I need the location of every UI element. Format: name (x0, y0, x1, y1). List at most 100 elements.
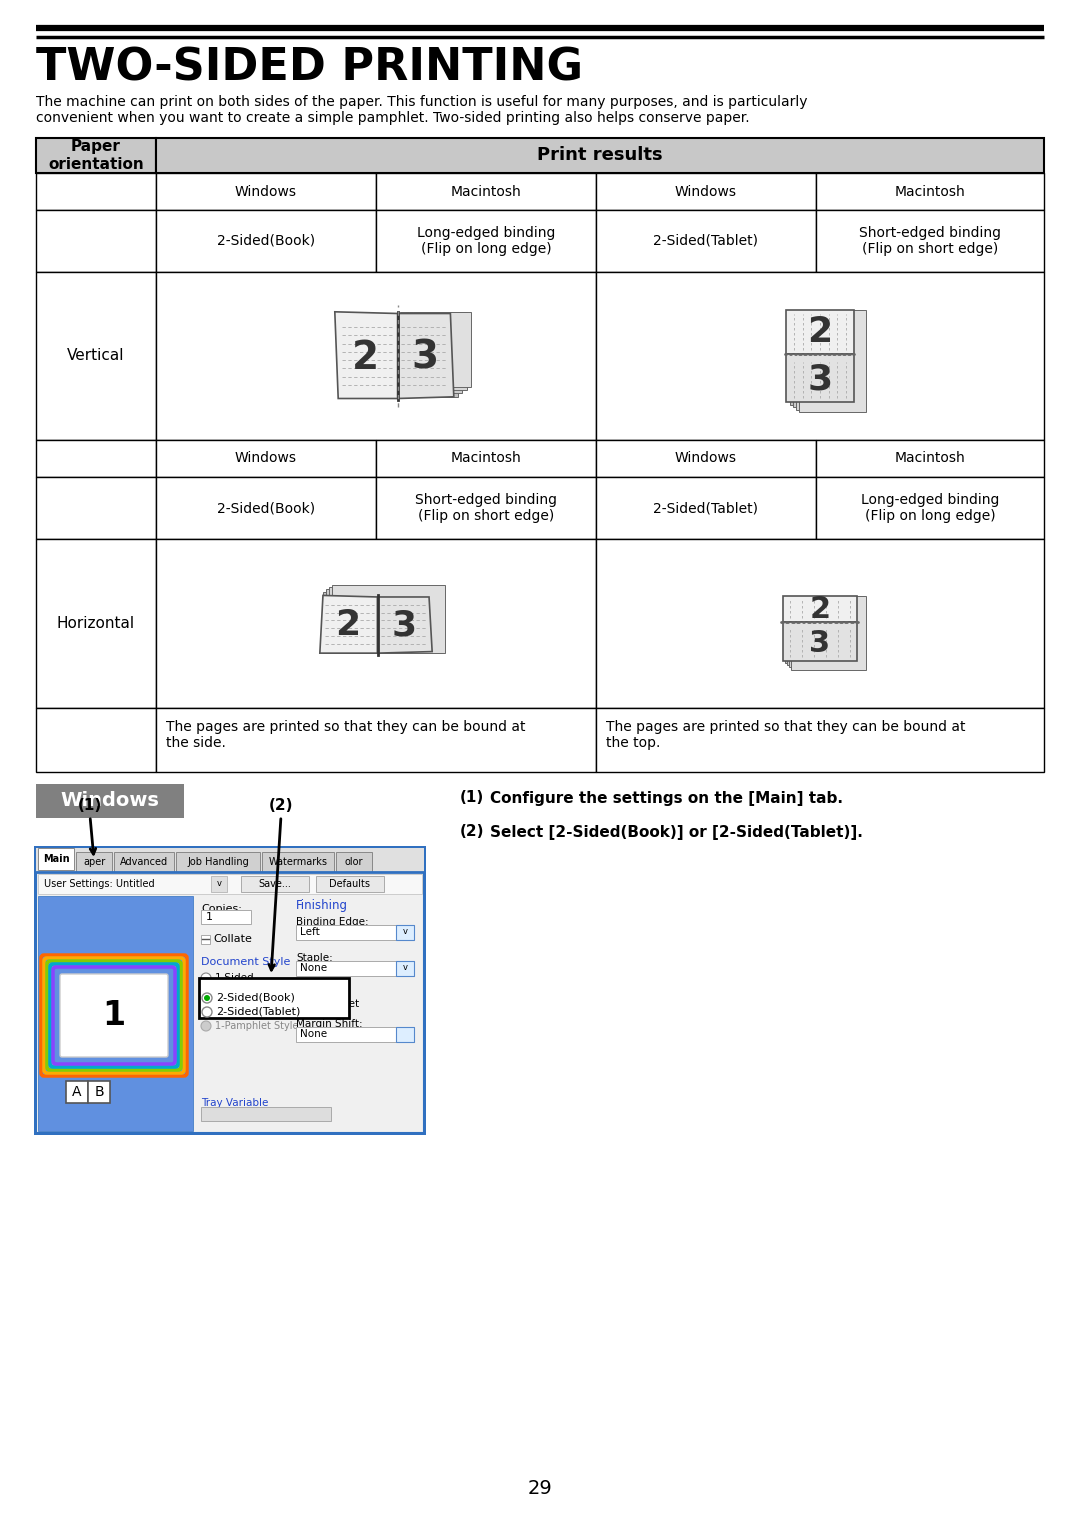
FancyBboxPatch shape (60, 973, 168, 1057)
Bar (87, 1080, 110, 1103)
Bar (156, 138, 1044, 173)
Bar (156, 440, 376, 477)
Text: Windows: Windows (235, 185, 297, 199)
Bar (816, 209, 1044, 272)
Polygon shape (789, 310, 856, 405)
Bar (156, 173, 376, 209)
Text: The machine can print on both sides of the paper. This function is useful for ma: The machine can print on both sides of t… (36, 95, 808, 108)
Text: 2-Sided(Tablet): 2-Sided(Tablet) (653, 234, 758, 248)
Bar (296, 961, 414, 976)
Text: Watermarks: Watermarks (269, 857, 327, 866)
Text: convenient when you want to create a simple pamphlet. Two-sided printing also he: convenient when you want to create a sim… (36, 112, 750, 125)
Bar (816, 477, 1044, 539)
Text: v: v (403, 964, 407, 972)
Text: (2): (2) (269, 799, 294, 813)
Text: Left: Left (300, 927, 320, 937)
Bar (201, 1106, 330, 1122)
Text: olor: olor (345, 857, 363, 866)
Bar (36, 784, 184, 817)
Circle shape (201, 973, 211, 983)
Text: 1: 1 (103, 999, 125, 1031)
Text: Binding Edge:: Binding Edge: (296, 917, 368, 927)
Text: Long-edged binding
(Flip on long edge): Long-edged binding (Flip on long edge) (417, 226, 555, 257)
Text: Short-edged binding
(Flip on short edge): Short-edged binding (Flip on short edge) (415, 494, 557, 523)
Polygon shape (378, 597, 432, 652)
Text: v: v (216, 880, 221, 888)
Bar (36, 848, 424, 1132)
Bar (156, 539, 596, 707)
Text: Configure the settings on the [Main] tab.: Configure the settings on the [Main] tab… (490, 790, 843, 805)
Text: TWO-SIDED PRINTING: TWO-SIDED PRINTING (36, 46, 583, 90)
Text: Macintosh: Macintosh (894, 451, 966, 466)
Text: 2-Sided(Book): 2-Sided(Book) (217, 234, 315, 248)
Bar (211, 876, 227, 892)
Bar (786, 354, 853, 402)
Text: Paper
orientation: Paper orientation (49, 139, 144, 171)
Bar (596, 272, 1044, 440)
Text: 2: 2 (809, 594, 831, 623)
Text: Copies:: Copies: (201, 905, 242, 914)
Text: 1-Pamphlet Style: 1-Pamphlet Style (215, 1021, 298, 1031)
Polygon shape (326, 590, 438, 652)
Bar (201, 935, 210, 944)
Bar (816, 173, 1044, 209)
Bar (156, 209, 376, 272)
Bar (156, 707, 596, 772)
Bar (396, 924, 414, 940)
Text: 3: 3 (809, 630, 831, 659)
Text: Save...: Save... (258, 879, 292, 889)
Bar (596, 440, 816, 477)
Text: 2: 2 (336, 608, 361, 642)
Text: Windows: Windows (675, 451, 737, 466)
Text: Margin Shift:: Margin Shift: (296, 1019, 363, 1028)
Bar (36, 848, 424, 872)
Text: Windows: Windows (235, 451, 297, 466)
Text: Punch: Punch (310, 983, 341, 993)
Text: Document Style: Document Style (201, 957, 291, 967)
Polygon shape (335, 312, 397, 399)
Bar (376, 209, 596, 272)
Bar (199, 978, 349, 1018)
Bar (201, 911, 251, 924)
Polygon shape (320, 596, 378, 652)
Text: 3: 3 (392, 608, 417, 642)
Polygon shape (789, 596, 864, 668)
Bar (38, 895, 193, 1131)
Text: (2): (2) (460, 825, 485, 839)
Bar (596, 173, 816, 209)
Text: Job Handling: Job Handling (187, 857, 248, 866)
Bar (36, 209, 156, 272)
Bar (36, 138, 156, 173)
Polygon shape (413, 312, 471, 387)
Text: Short-edged binding
(Flip on short edge): Short-edged binding (Flip on short edge) (859, 226, 1001, 257)
Text: 2-Sided(Tablet): 2-Sided(Tablet) (216, 1007, 300, 1018)
Text: Vertical: Vertical (67, 348, 125, 364)
Circle shape (202, 1007, 212, 1018)
Text: aper: aper (83, 857, 105, 866)
Polygon shape (405, 312, 462, 393)
Circle shape (202, 993, 212, 1002)
Text: Advanced: Advanced (120, 857, 168, 866)
Text: Horizontal: Horizontal (57, 616, 135, 631)
Bar (33, 847, 426, 1135)
Text: Staple:: Staple: (296, 953, 333, 963)
Bar (816, 440, 1044, 477)
Text: (1): (1) (78, 799, 103, 813)
Text: Macintosh: Macintosh (450, 451, 522, 466)
Bar (296, 999, 306, 1008)
Bar (156, 477, 376, 539)
Text: Print results: Print results (537, 147, 663, 165)
Polygon shape (329, 587, 442, 652)
Bar (36, 173, 156, 209)
Bar (36, 539, 156, 707)
Polygon shape (333, 585, 445, 652)
Bar (596, 477, 816, 539)
Text: 3: 3 (808, 364, 833, 397)
Text: Collate: Collate (213, 934, 252, 944)
Bar (156, 272, 596, 440)
Bar (241, 876, 309, 892)
Text: 2: 2 (808, 315, 833, 348)
Bar (376, 477, 596, 539)
Text: User Settings: Untitled: User Settings: Untitled (44, 879, 154, 889)
Text: v: v (403, 927, 407, 937)
